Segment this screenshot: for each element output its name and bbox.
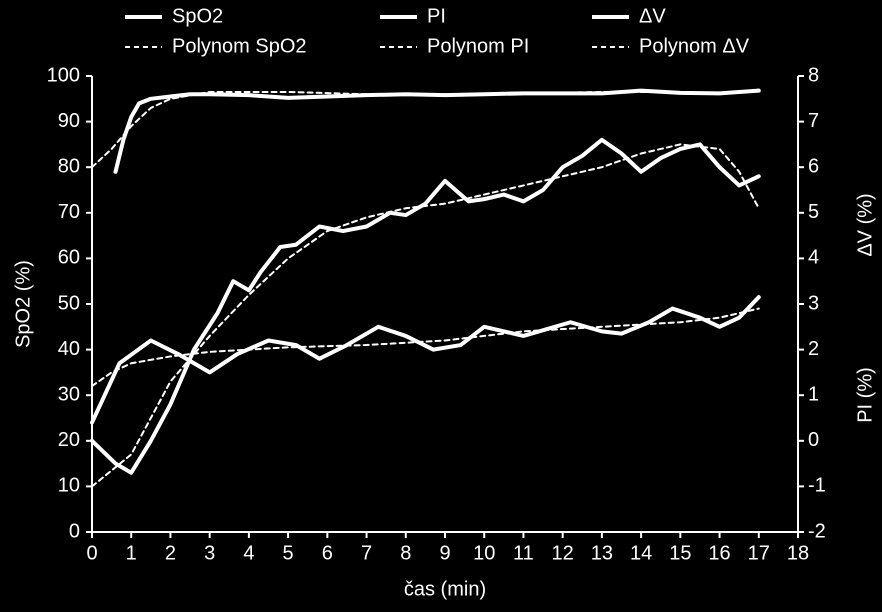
y2-tick-label: -2 [808,520,826,542]
x-tick-label: 5 [283,542,294,564]
x-tick-label: 6 [322,542,333,564]
x-tick-label: 7 [361,542,372,564]
y2-tick-label: -1 [808,475,826,497]
legend-label: Polynom PI [427,35,529,57]
data-line [90,295,761,425]
y2-axis-label: ΔV (%) [854,193,876,256]
y2-tick-label: 0 [808,429,819,451]
y2-tick-label: 8 [808,64,819,86]
x-tick-label: 11 [513,542,534,564]
y2-tick-label: 3 [808,292,819,314]
y-tick-label: 0 [69,520,80,542]
y-tick-label: 80 [58,155,80,177]
trend-line [91,88,760,169]
y-tick-label: 90 [58,110,80,132]
legend-label: ΔV [639,5,666,27]
legend-label: Polynom SpO2 [172,35,307,57]
trend-line [91,143,760,488]
y-tick-label: 50 [58,292,80,314]
legend-label: PI [427,5,446,27]
x-tick-label: 17 [748,542,770,564]
legend-label: Polynom ΔV [639,35,750,57]
y2-tick-label: 2 [808,338,819,360]
y2-tick-label: 1 [808,383,819,405]
x-tick-label: 12 [552,542,574,564]
x-tick-label: 9 [439,542,450,564]
y-tick-label: 20 [58,429,80,451]
x-tick-label: 15 [669,542,691,564]
x-axis-label: čas (min) [404,578,486,600]
y-tick-label: 30 [58,383,80,405]
x-tick-label: 14 [630,542,652,564]
data-line [90,137,761,475]
x-tick-label: 4 [243,542,254,564]
y2-axis-label: PI (%) [854,367,876,423]
y2-tick-label: 5 [808,201,819,223]
x-tick-label: 18 [787,542,809,564]
y-tick-label: 70 [58,201,80,223]
y-tick-label: 40 [58,338,80,360]
y-axis-label: SpO2 (%) [12,260,34,348]
x-tick-label: 3 [204,542,215,564]
trend-line [91,307,760,388]
x-tick-label: 13 [591,542,613,564]
y-tick-label: 60 [58,247,80,269]
x-tick-label: 0 [86,542,97,564]
y-tick-label: 100 [47,64,80,86]
y2-tick-label: 6 [808,155,819,177]
legend-label: SpO2 [172,5,223,27]
x-tick-label: 2 [165,542,176,564]
x-tick-label: 1 [126,542,137,564]
x-tick-label: 16 [708,542,730,564]
y2-tick-label: 7 [808,110,819,132]
x-tick-label: 8 [400,542,411,564]
x-tick-label: 10 [473,542,495,564]
y-tick-label: 10 [58,475,80,497]
y2-tick-label: 4 [808,247,819,269]
data-line [113,88,761,174]
